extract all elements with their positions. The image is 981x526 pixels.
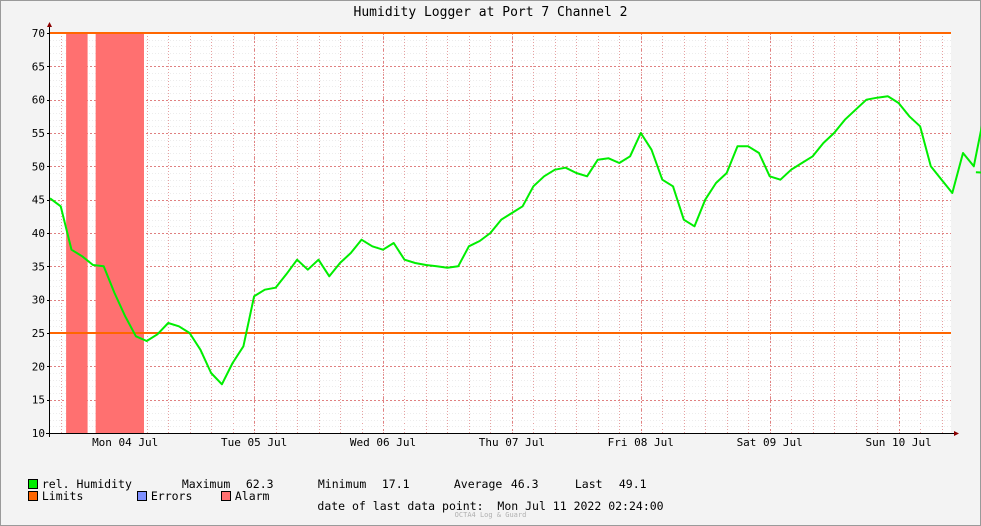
- humidity-series-line: [49, 95, 981, 386]
- stat-min-label: Minimum: [317, 477, 367, 491]
- x-tick-label: Mon 04 Jul: [92, 436, 158, 449]
- legend-humidity-label: rel. Humidity: [41, 477, 132, 491]
- x-tick-label: Sun 10 Jul: [865, 436, 931, 449]
- y-axis-arrow: [47, 22, 52, 27]
- y-tick-label: 30: [32, 294, 45, 307]
- y-tick-label: 20: [32, 360, 45, 373]
- alarm-band: [95, 33, 144, 433]
- x-tick-label: Sat 09 Jul: [737, 436, 803, 449]
- humidity-swatch: [27, 479, 38, 489]
- stat-min-value: 17.1: [381, 477, 410, 491]
- chart-title: Humidity Logger at Port 7 Channel 2: [353, 5, 628, 20]
- y-tick-label: 70: [32, 27, 45, 40]
- y-tick-label: 35: [32, 260, 45, 273]
- plot-area: [50, 33, 951, 433]
- last-data-point-label: date of last data point:: [317, 499, 484, 513]
- legend-row-humidity: rel. Humidity Maximum 62.3 Minimum 17.1 Avera…: [14, 463, 647, 491]
- y-tick-label: 60: [32, 94, 45, 107]
- y-tick-label: 55: [32, 127, 45, 140]
- stat-last-value: 49.1: [618, 477, 647, 491]
- legend-row-limits: Limits Errors Alarm: [14, 475, 269, 503]
- alarm-band: [66, 33, 88, 433]
- y-tick-label: 10: [32, 427, 45, 440]
- y-tick-label: 40: [32, 227, 45, 240]
- x-axis-arrow: [954, 431, 959, 436]
- y-tick-label: 50: [32, 160, 45, 173]
- stat-max-value: 62.3: [245, 477, 274, 491]
- x-tick-label: Fri 08 Jul: [608, 436, 674, 449]
- legend-limits-label: Limits: [41, 489, 84, 503]
- stat-max-label: Maximum: [181, 477, 231, 491]
- y-tick-label: 65: [32, 60, 45, 73]
- stat-last-label: Last: [574, 477, 603, 491]
- last-data-point-value: Mon Jul 11 2022 02:24:00: [497, 499, 664, 513]
- limits-swatch: [27, 491, 38, 501]
- x-tick-label: Tue 05 Jul: [221, 436, 287, 449]
- legend-alarm-label: Alarm: [234, 489, 270, 503]
- errors-swatch: [136, 491, 147, 501]
- alarm-swatch: [220, 491, 231, 501]
- stat-avg-value: 46.3: [510, 477, 539, 491]
- legend-errors-label: Errors: [150, 489, 193, 503]
- y-tick-label: 15: [32, 394, 45, 407]
- y-tick-label: 45: [32, 194, 45, 207]
- credit-text: OCTA4 Log & Guard: [454, 511, 527, 519]
- y-tick-label: 25: [32, 327, 45, 340]
- x-tick-label: Wed 06 Jul: [350, 436, 416, 449]
- stat-avg-label: Average: [453, 477, 503, 491]
- x-tick-label: Thu 07 Jul: [479, 436, 545, 449]
- last-data-point: date of last data point: Mon Jul 11 2022…: [0, 499, 981, 513]
